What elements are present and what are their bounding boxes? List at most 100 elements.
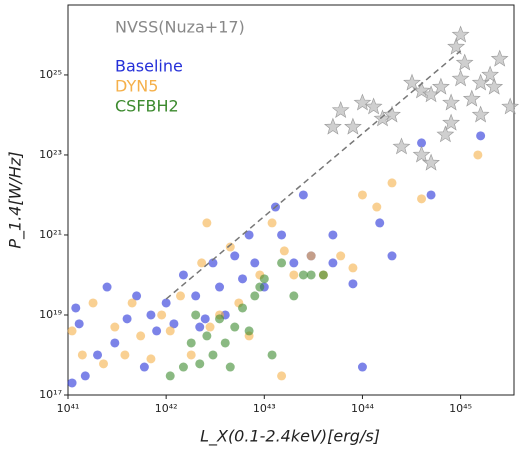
point	[473, 150, 483, 160]
star-point	[364, 97, 383, 115]
y-axis-label: P_1.4[W/Hz]	[6, 151, 26, 248]
point	[387, 251, 397, 261]
point	[120, 350, 130, 360]
point	[267, 350, 277, 360]
point	[298, 270, 308, 280]
point	[289, 270, 299, 280]
point	[250, 258, 260, 268]
point	[200, 314, 210, 324]
point	[267, 218, 277, 228]
point	[348, 279, 358, 289]
point	[136, 331, 146, 341]
star-point	[403, 73, 421, 91]
star-point	[412, 81, 431, 99]
y-tick-label: 10¹⁹	[39, 308, 62, 321]
star-point	[353, 93, 372, 111]
star-point	[471, 105, 490, 123]
point	[230, 322, 240, 332]
star-point	[383, 105, 401, 123]
point	[230, 251, 240, 261]
point	[165, 326, 175, 336]
point	[186, 350, 196, 360]
legend-label: DYN5	[115, 77, 158, 96]
point	[67, 326, 77, 336]
point	[208, 258, 218, 268]
point	[169, 319, 179, 329]
point	[191, 310, 201, 320]
point	[152, 326, 162, 336]
star-point	[412, 145, 431, 163]
point	[215, 314, 225, 324]
star-point	[462, 89, 481, 107]
point	[250, 291, 260, 301]
point	[328, 258, 338, 268]
point	[238, 303, 248, 313]
point	[220, 338, 230, 348]
x-tick-label: 10⁴²	[155, 402, 178, 415]
point	[476, 131, 486, 141]
y-tick-label: 10²¹	[39, 228, 62, 241]
point	[289, 291, 299, 301]
point	[110, 322, 120, 332]
point	[426, 190, 436, 200]
point	[336, 251, 346, 261]
star-point	[447, 37, 466, 55]
point	[318, 270, 328, 280]
point	[259, 274, 269, 284]
point	[99, 359, 109, 369]
point	[146, 354, 156, 364]
point	[88, 298, 98, 308]
point	[93, 350, 103, 360]
point	[139, 362, 149, 372]
star-point	[481, 65, 499, 83]
point	[306, 270, 316, 280]
point	[357, 362, 367, 372]
point	[255, 282, 265, 292]
point	[197, 258, 207, 268]
point	[175, 291, 185, 301]
star-point	[501, 97, 520, 115]
legend-label: Baseline	[115, 57, 183, 76]
point	[67, 378, 77, 388]
point	[77, 350, 87, 360]
y-tick-label: 10¹⁷	[39, 388, 62, 401]
point	[202, 331, 212, 341]
star-point	[344, 117, 362, 135]
point	[127, 298, 137, 308]
star-point	[451, 25, 470, 43]
point	[195, 322, 205, 332]
point	[298, 190, 308, 200]
point	[306, 251, 316, 261]
star-point	[323, 117, 342, 135]
point	[132, 291, 142, 301]
point	[238, 274, 248, 284]
point	[417, 138, 427, 148]
point	[357, 190, 367, 200]
point	[328, 230, 338, 240]
x-tick-label: 10⁴⁵	[449, 402, 472, 415]
point	[178, 362, 188, 372]
point	[74, 319, 84, 329]
star-point	[455, 53, 474, 71]
point	[205, 322, 215, 332]
y-tick-label: 10²³	[39, 148, 62, 161]
point	[191, 291, 201, 301]
x-tick-label: 10⁴⁴	[351, 402, 374, 415]
point	[146, 310, 156, 320]
x-tick-label: 10⁴¹	[57, 402, 80, 415]
point	[122, 314, 132, 324]
point	[110, 338, 120, 348]
star-point	[490, 49, 509, 67]
point	[277, 371, 287, 381]
point	[215, 282, 225, 292]
point	[277, 230, 287, 240]
point	[178, 270, 188, 280]
point	[161, 298, 171, 308]
point	[289, 258, 299, 268]
point	[80, 371, 90, 381]
star-point	[392, 137, 411, 155]
star-point	[451, 69, 470, 87]
point	[375, 218, 385, 228]
legend-label: NVSS(Nuza+17)	[115, 18, 245, 37]
